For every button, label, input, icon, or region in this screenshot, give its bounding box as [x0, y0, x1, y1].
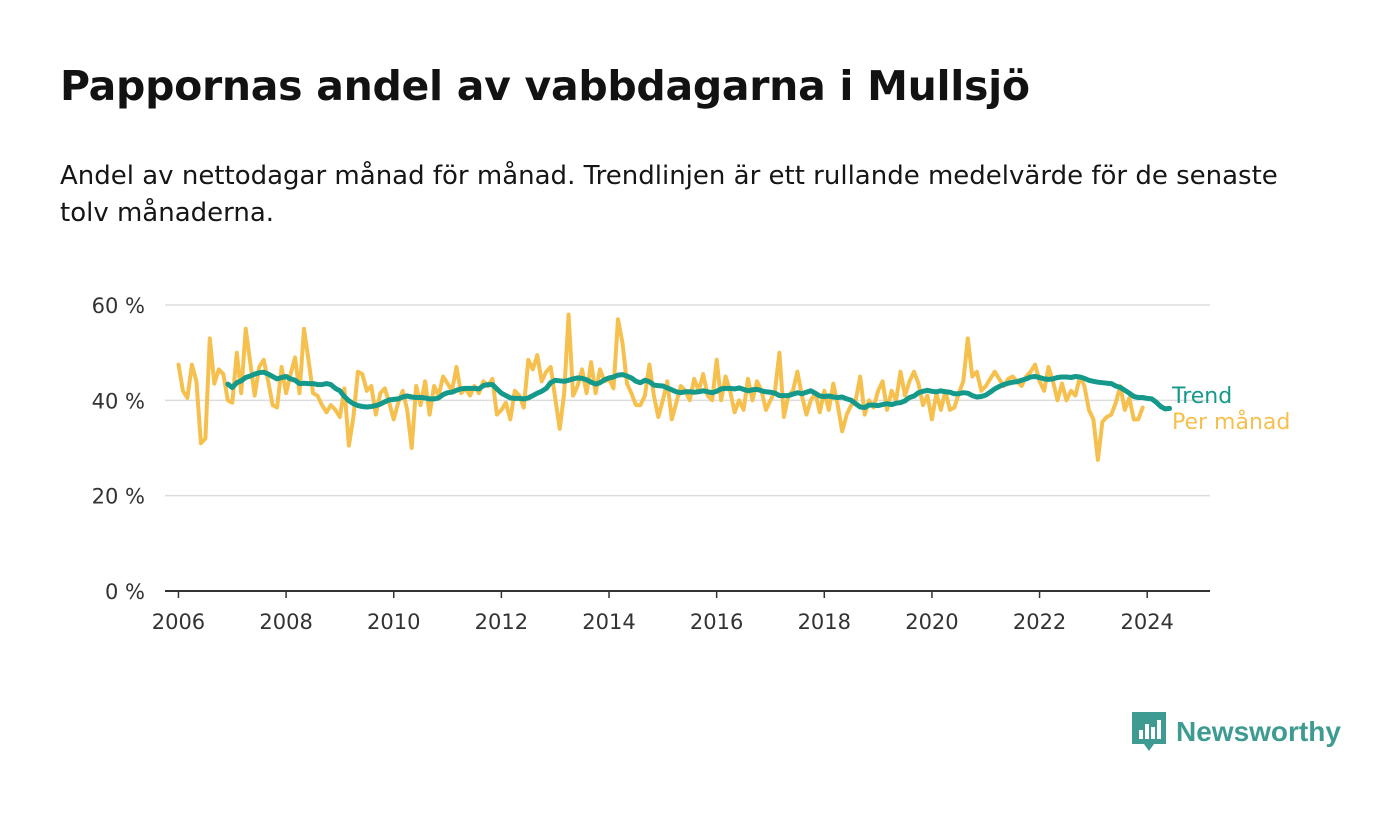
series-lines: [176, 312, 1173, 462]
x-tick-label: 2008: [259, 610, 312, 634]
page-subtitle: Andel av nettodagar månad för månad. Tre…: [60, 161, 1278, 228]
y-tick-label: 0 %: [105, 580, 145, 604]
y-tick-label: 60 %: [92, 294, 145, 318]
series-line-trend: [225, 369, 1173, 412]
legend-label-trend: Trend: [1171, 384, 1232, 409]
y-tick-label: 40 %: [92, 389, 145, 413]
y-axis-tick-labels: 0 % 20 % 40 % 60 %: [92, 294, 145, 604]
x-tick-label: 2016: [690, 610, 743, 634]
brand-name: Newsworthy: [1176, 716, 1341, 747]
series-line-per-manad: [176, 312, 1145, 462]
page-title: Pappornas andel av vabbdagarna i Mullsjö: [60, 62, 1030, 110]
newsworthy-logo-icon: [1132, 712, 1166, 751]
y-tick-label: 20 %: [92, 485, 145, 509]
x-tick-label: 2006: [152, 610, 205, 634]
x-tick-label: 2010: [367, 610, 420, 634]
grid-lines: [165, 304, 1210, 497]
brand-logo: Newsworthy: [1132, 712, 1341, 752]
x-tick-label: 2022: [1013, 610, 1066, 634]
x-tick-label: 2024: [1120, 610, 1173, 634]
x-tick-label: 2020: [905, 610, 958, 634]
x-tick-label: 2014: [582, 610, 635, 634]
legend-label-per-manad: Per månad: [1172, 409, 1290, 435]
x-axis: 2006 2008 2010 2012 2014 2016 2018 2020 2022 2024: [152, 590, 1210, 634]
x-tick-label: 2018: [798, 610, 851, 634]
x-tick-label: 2012: [475, 610, 528, 634]
